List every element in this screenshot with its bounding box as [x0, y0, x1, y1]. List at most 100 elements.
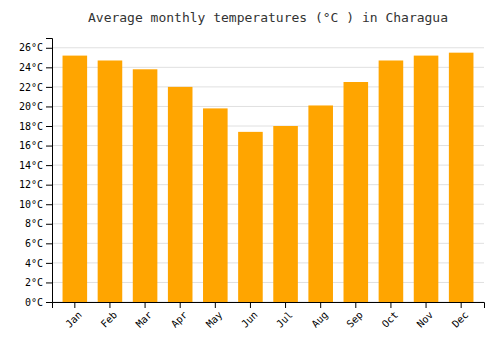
x-tick-mark [145, 302, 146, 308]
x-tick-label: Jan [63, 309, 84, 330]
bar [168, 87, 193, 302]
y-tick-label: 18°C [19, 121, 43, 132]
y-tick-label: 10°C [19, 199, 43, 210]
bar [133, 69, 158, 302]
y-tick-label: 24°C [19, 62, 43, 73]
x-tick-mark [215, 302, 216, 308]
x-tick-mark [390, 302, 391, 308]
y-tick: 24°C [19, 62, 52, 73]
grid [52, 48, 484, 302]
y-tick: 18°C [19, 121, 52, 132]
y-tick-label: 22°C [19, 82, 43, 93]
bar [379, 60, 404, 302]
y-tick-label: 2°C [25, 277, 43, 288]
x-tick-label: May [204, 309, 225, 330]
bar [308, 105, 333, 302]
y-tick: 16°C [19, 140, 52, 151]
y-tick-label: 12°C [19, 179, 43, 190]
y-tick: 22°C [19, 82, 52, 93]
y-tick-mark [46, 87, 52, 88]
title: Average monthly temperatures (°C ) in Ch… [88, 10, 448, 25]
x-tick: Mar [134, 302, 155, 330]
x-axis-line [53, 303, 485, 309]
y-axis: 0°C 2°C 4°C 6°C 8°C 10°C 12°C 14°C 16°C 18°C 20°C 2… [19, 39, 53, 308]
x-tick-label: Nov [415, 309, 436, 330]
x-tick-label: Aug [309, 309, 330, 330]
x-tick: May [204, 302, 225, 330]
x-tick-mark [180, 302, 181, 308]
y-tick-mark [46, 282, 52, 283]
x-tick-mark [426, 302, 427, 308]
bar [449, 53, 474, 302]
y-tick-label: 14°C [19, 160, 43, 171]
x-tick: Jun [239, 302, 260, 330]
x-tick-label: Mar [134, 309, 155, 330]
bar [63, 56, 88, 302]
x-tick-mark [355, 302, 356, 308]
y-tick: 12°C [19, 179, 52, 190]
x-tick: Oct [380, 302, 401, 330]
y-tick: 0°C [25, 297, 52, 308]
x-tick: Aug [309, 302, 330, 330]
y-tick-mark [46, 263, 52, 264]
x-tick: Sep [344, 302, 365, 330]
y-tick-label: 16°C [19, 140, 43, 151]
chart: 0°C 2°C 4°C 6°C 8°C 10°C 12°C 14°C 16°C 18°C 20°C 2… [0, 0, 500, 350]
x-tick: Jul [274, 302, 295, 330]
y-tick-mark [46, 48, 52, 49]
x-tick: Nov [415, 302, 436, 330]
x-tick-label: Apr [169, 309, 190, 330]
bar [273, 126, 298, 302]
y-tick: 6°C [25, 238, 52, 249]
bar [238, 132, 263, 302]
x-tick: Apr [169, 302, 190, 330]
y-tick-mark [46, 204, 52, 205]
x-tick-label: Oct [380, 309, 401, 330]
y-tick-mark [46, 106, 52, 107]
y-tick-label: 20°C [19, 101, 43, 112]
plot: 0°C 2°C 4°C 6°C 8°C 10°C 12°C 14°C 16°C 18°C 20°C 2… [19, 39, 485, 330]
y-tick: 8°C [25, 218, 52, 229]
y-tick-mark [46, 243, 52, 244]
bar [344, 82, 369, 302]
x-tick-mark [109, 302, 110, 308]
x-tick-mark [461, 302, 462, 308]
y-tick-label: 4°C [25, 258, 43, 269]
x-tick: Feb [99, 302, 120, 330]
y-tick-label: 6°C [25, 238, 43, 249]
bar [98, 60, 123, 302]
x-tick-label: Dec [450, 309, 471, 330]
grid-line [52, 47, 484, 48]
y-tick-label: 8°C [25, 218, 43, 229]
y-tick-mark [46, 224, 52, 225]
y-tick-mark [46, 146, 52, 147]
y-tick-mark [46, 126, 52, 127]
bar [203, 108, 228, 302]
bars [63, 53, 474, 302]
x-tick-mark [74, 302, 75, 308]
y-tick: 20°C [19, 101, 52, 112]
x-tick-mark [285, 302, 286, 308]
x-tick-mark [320, 302, 321, 308]
x-tick-label: Jul [274, 309, 295, 330]
x-tick: Jan [63, 302, 84, 330]
y-tick: 14°C [19, 160, 52, 171]
y-tick: 2°C [25, 277, 52, 288]
y-tick-mark [46, 302, 52, 303]
y-tick: 10°C [19, 199, 52, 210]
x-tick-label: Sep [344, 309, 365, 330]
x-tick: Dec [450, 302, 471, 330]
y-tick-label: 26°C [19, 42, 43, 53]
y-tick-mark [46, 67, 52, 68]
bar [414, 56, 439, 302]
x-tick-label: Feb [99, 309, 120, 330]
x-tick-label: Jun [239, 309, 260, 330]
x-axis: Jan Feb Mar Apr May Jun Jul Aug Sep Oct Nov Dec [53, 302, 485, 330]
y-tick: 4°C [25, 258, 52, 269]
y-axis-line [46, 39, 53, 303]
x-tick-mark [250, 302, 251, 308]
y-tick-mark [46, 185, 52, 186]
y-tick-label: 0°C [25, 297, 43, 308]
y-tick-mark [46, 165, 52, 166]
y-tick: 26°C [19, 42, 52, 53]
